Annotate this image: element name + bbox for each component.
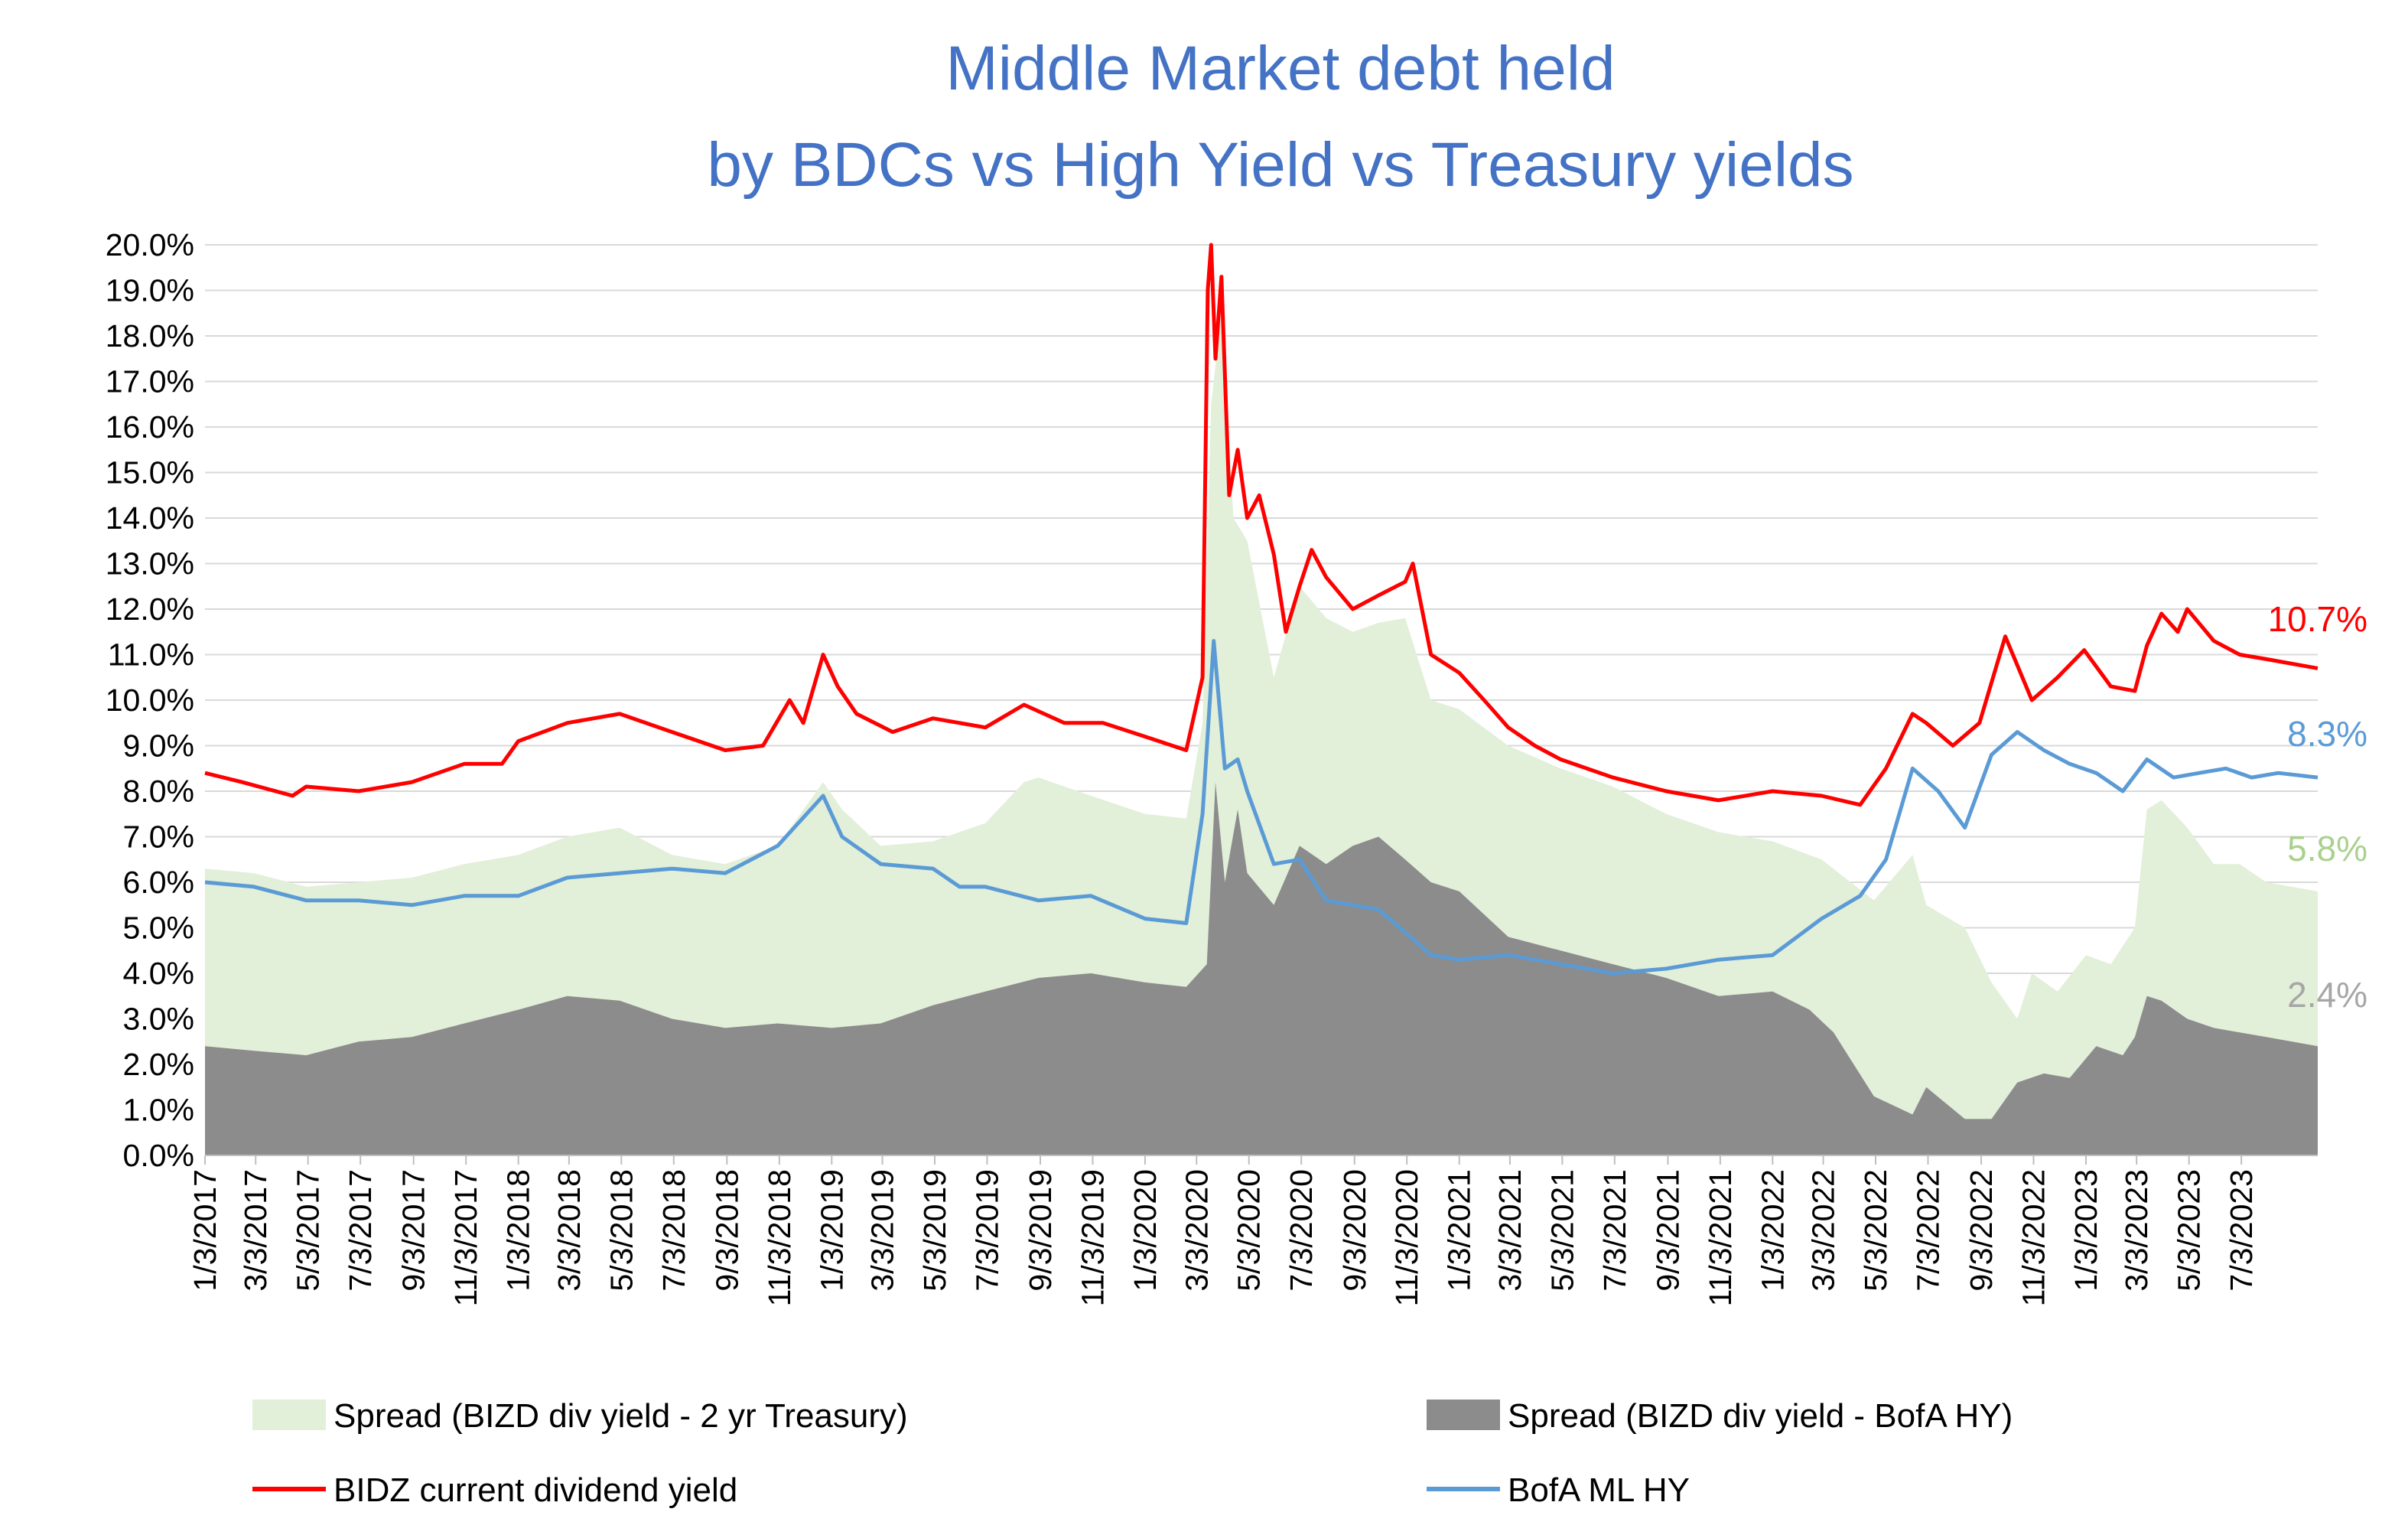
x-tick-label: 11/3/2022 bbox=[2016, 1169, 2052, 1306]
y-tick-label: 19.0% bbox=[106, 273, 194, 308]
end-labels: 5.8% 2.4% 10.7% 8.3% bbox=[2268, 599, 2367, 1015]
x-tick-label: 9/3/2019 bbox=[1023, 1169, 1058, 1292]
y-tick-label: 1.0% bbox=[123, 1093, 194, 1128]
y-axis-ticks: 0.0% 1.0% 2.0% 3.0% 4.0% 5.0% 6.0% 7.0% 8.0% 9.0%… bbox=[106, 227, 194, 1173]
legend-swatch bbox=[252, 1400, 326, 1430]
x-tick-label: 1/3/2019 bbox=[814, 1169, 849, 1292]
x-tick-label: 3/3/2023 bbox=[2119, 1169, 2154, 1292]
end-label-bofa-ml-hy: 8.3% bbox=[2287, 714, 2367, 754]
x-tick-label: 3/3/2020 bbox=[1179, 1169, 1214, 1292]
x-tick-label: 5/3/2019 bbox=[917, 1169, 952, 1292]
x-tick-label: 5/3/2022 bbox=[1858, 1169, 1893, 1292]
y-tick-label: 12.0% bbox=[106, 591, 194, 627]
x-tick-label: 1/3/2020 bbox=[1128, 1169, 1163, 1292]
x-tick-label: 7/3/2020 bbox=[1284, 1169, 1319, 1292]
x-tick-label: 5/3/2017 bbox=[291, 1169, 326, 1292]
y-tick-label: 18.0% bbox=[106, 318, 194, 354]
x-tick-label: 7/3/2018 bbox=[656, 1169, 691, 1292]
x-tick-label: 9/3/2021 bbox=[1650, 1169, 1685, 1292]
y-tick-label: 3.0% bbox=[123, 1002, 194, 1037]
line-bidz-current-dividend-yield bbox=[204, 243, 2319, 807]
x-tick-label: 11/3/2017 bbox=[448, 1169, 483, 1306]
y-tick-label: 9.0% bbox=[123, 728, 194, 764]
chart-title-line-2: by BDCs vs High Yield vs Treasury yields bbox=[707, 130, 1853, 200]
legend-swatch bbox=[1427, 1400, 1500, 1430]
end-label-spread-bizd-div-yield-bofa-hy: 2.4% bbox=[2287, 975, 2367, 1015]
legend-label: Spread (BIZD div yield - 2 yr Treasury) bbox=[334, 1397, 908, 1435]
x-tick-label: 5/3/2023 bbox=[2172, 1169, 2207, 1292]
x-tick-label: 9/3/2017 bbox=[396, 1169, 431, 1292]
x-tick-label: 7/3/2019 bbox=[969, 1169, 1004, 1292]
y-tick-label: 7.0% bbox=[123, 820, 194, 855]
y-tick-label: 0.0% bbox=[123, 1138, 194, 1173]
x-tick-label: 1/3/2023 bbox=[2068, 1169, 2104, 1292]
x-tick-label: 11/3/2018 bbox=[762, 1169, 797, 1306]
x-tick-label: 11/3/2019 bbox=[1075, 1169, 1110, 1306]
area-series-layer bbox=[205, 313, 2318, 1155]
y-tick-label: 5.0% bbox=[123, 911, 194, 946]
line-bofa-ml-hy bbox=[204, 639, 2319, 976]
x-tick-label: 11/3/2021 bbox=[1703, 1169, 1738, 1306]
legend-label: BofA ML HY bbox=[1508, 1471, 1690, 1509]
y-tick-label: 17.0% bbox=[106, 364, 194, 399]
x-tick-label: 1/3/2021 bbox=[1442, 1169, 1477, 1292]
x-tick-label: 7/3/2021 bbox=[1597, 1169, 1632, 1292]
y-tick-label: 13.0% bbox=[106, 546, 194, 582]
y-tick-label: 15.0% bbox=[106, 455, 194, 490]
y-tick-label: 8.0% bbox=[123, 774, 194, 809]
x-tick-label: 3/3/2019 bbox=[865, 1169, 900, 1292]
x-tick-label: 3/3/2022 bbox=[1806, 1169, 1841, 1292]
legend-label: Spread (BIZD div yield - BofA HY) bbox=[1508, 1397, 2013, 1435]
x-tick-label: 1/3/2022 bbox=[1755, 1169, 1790, 1292]
x-tick-label: 11/3/2020 bbox=[1389, 1169, 1424, 1306]
end-label-bidz-current-dividend-yield: 10.7% bbox=[2268, 599, 2367, 639]
end-label-spread-bizd-div-yield-2-yr-treasury: 5.8% bbox=[2287, 829, 2367, 868]
x-axis-ticks: 1/3/2017 3/3/2017 5/3/2017 7/3/2017 9/3/2017… bbox=[187, 1155, 2259, 1306]
chart-title-line-1: Middle Market debt held bbox=[945, 34, 1615, 103]
area-spread-bizd-div-yield-bofa-hy bbox=[205, 782, 2318, 1155]
y-tick-label: 16.0% bbox=[106, 409, 194, 445]
x-tick-label: 3/3/2021 bbox=[1492, 1169, 1528, 1292]
x-tick-label: 1/3/2017 bbox=[187, 1169, 223, 1292]
x-tick-label: 1/3/2018 bbox=[501, 1169, 536, 1292]
x-tick-label: 7/3/2017 bbox=[343, 1169, 378, 1292]
area-spread-bizd-div-yield-2-yr-treasury bbox=[205, 313, 2318, 1155]
x-tick-label: 5/3/2020 bbox=[1232, 1169, 1267, 1292]
x-tick-label: 5/3/2021 bbox=[1544, 1169, 1580, 1292]
y-tick-label: 11.0% bbox=[108, 637, 194, 673]
y-tick-label: 4.0% bbox=[123, 956, 194, 991]
legend-label: BIDZ current dividend yield bbox=[334, 1471, 737, 1509]
x-tick-label: 3/3/2018 bbox=[552, 1169, 587, 1292]
y-tick-label: 14.0% bbox=[106, 500, 194, 536]
x-tick-label: 5/3/2018 bbox=[604, 1169, 639, 1292]
legend: Spread (BIZD div yield - 2 yr Treasury) S… bbox=[252, 1397, 2013, 1509]
line-series-layer bbox=[204, 243, 2319, 976]
x-tick-label: 9/3/2022 bbox=[1964, 1169, 1999, 1292]
y-tick-label: 20.0% bbox=[106, 227, 194, 262]
x-tick-label: 9/3/2020 bbox=[1337, 1169, 1372, 1292]
x-tick-label: 7/3/2023 bbox=[2224, 1169, 2259, 1292]
x-tick-label: 7/3/2022 bbox=[1910, 1169, 1945, 1292]
y-tick-label: 2.0% bbox=[123, 1047, 194, 1082]
x-tick-label: 9/3/2018 bbox=[709, 1169, 744, 1292]
y-tick-label: 10.0% bbox=[106, 683, 194, 718]
x-tick-label: 3/3/2017 bbox=[238, 1169, 273, 1292]
y-tick-label: 6.0% bbox=[123, 865, 194, 900]
